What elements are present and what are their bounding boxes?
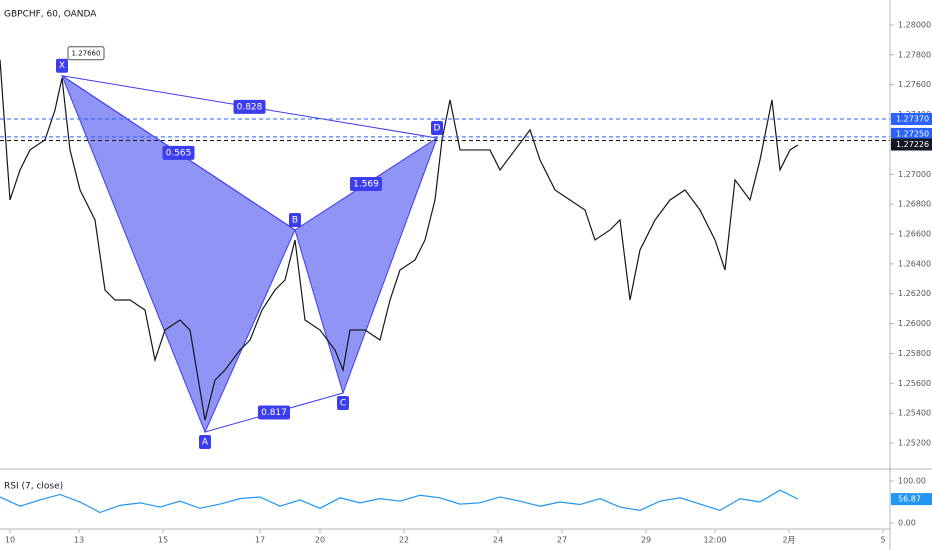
point-box: [56, 58, 68, 73]
x-tick-label: 12:00: [703, 536, 726, 545]
ratio-box: [162, 145, 195, 160]
point-box: [337, 396, 349, 411]
y-tick-label: 1.28000: [898, 20, 931, 29]
price-line: [0, 59, 799, 421]
price-level-label: 1.27370: [896, 115, 929, 124]
x-tick-label: 27: [557, 536, 567, 545]
x-tick-label: 20: [315, 536, 325, 545]
x-tick-label: 5: [880, 536, 885, 545]
y-tick-label: 1.26200: [898, 289, 931, 298]
y-tick-label: 1.26000: [898, 319, 931, 328]
x-tick-label: 17: [255, 536, 265, 545]
ratio-label: 0.565: [166, 148, 192, 158]
y-tick-label: 100.00: [898, 477, 926, 486]
ratio-box: [258, 405, 290, 420]
last-value-box: [891, 493, 932, 506]
point-box: [289, 212, 301, 227]
point-box: [199, 435, 211, 450]
y-tick-label: 1.27800: [898, 50, 931, 59]
ratio-label: 0.828: [237, 102, 263, 112]
point-label: B: [292, 215, 298, 225]
y-tick-label: 1.27600: [898, 80, 931, 89]
point-label: X: [59, 61, 65, 71]
x-tick-label: 24: [493, 536, 503, 545]
point-label: C: [340, 399, 346, 409]
rsi-title: RSI (7, close): [4, 482, 63, 492]
price-level-box: [891, 113, 932, 126]
y-tick-label: 1.25600: [898, 379, 931, 388]
ratio-box: [350, 176, 382, 191]
y-tick-label: 1.25200: [898, 439, 931, 448]
y-tick-label: 1.25800: [898, 349, 931, 358]
y-tick-label: 1.27000: [898, 170, 931, 179]
x-tick-label: 2月: [782, 536, 795, 545]
ratio-label: 0.817: [261, 408, 287, 418]
x-tick-label: 13: [74, 536, 84, 545]
y-tick-label: 1.26600: [898, 230, 931, 239]
price-tag: 1.27660: [72, 50, 101, 58]
point-label: A: [202, 438, 209, 448]
price-level-box: [891, 138, 932, 151]
price-level-label: 1.27226: [896, 140, 929, 149]
chart-title: GBPCHF, 60, OANDA: [4, 10, 97, 20]
price-tag-box: [67, 46, 105, 61]
x-tick-label: 10: [5, 536, 15, 545]
price-level-label: 1.27250: [896, 129, 929, 138]
point-label: D: [434, 123, 441, 133]
price-line: [0, 489, 799, 514]
ratio-box: [233, 99, 266, 114]
y-tick-label: 1.26800: [898, 200, 931, 209]
x-tick-label: 22: [399, 536, 409, 545]
x-tick-label: 29: [641, 536, 651, 545]
point-box: [431, 120, 443, 135]
ratio-label: 1.569: [353, 179, 379, 189]
x-tick-label: 15: [158, 536, 168, 545]
y-tick-label: 1.25400: [898, 409, 931, 418]
price-level-box: [891, 127, 932, 140]
y-tick-label: 0.00: [898, 519, 916, 528]
y-tick-label: 1.26400: [898, 259, 931, 268]
last-value-label: 56.87: [898, 495, 921, 504]
